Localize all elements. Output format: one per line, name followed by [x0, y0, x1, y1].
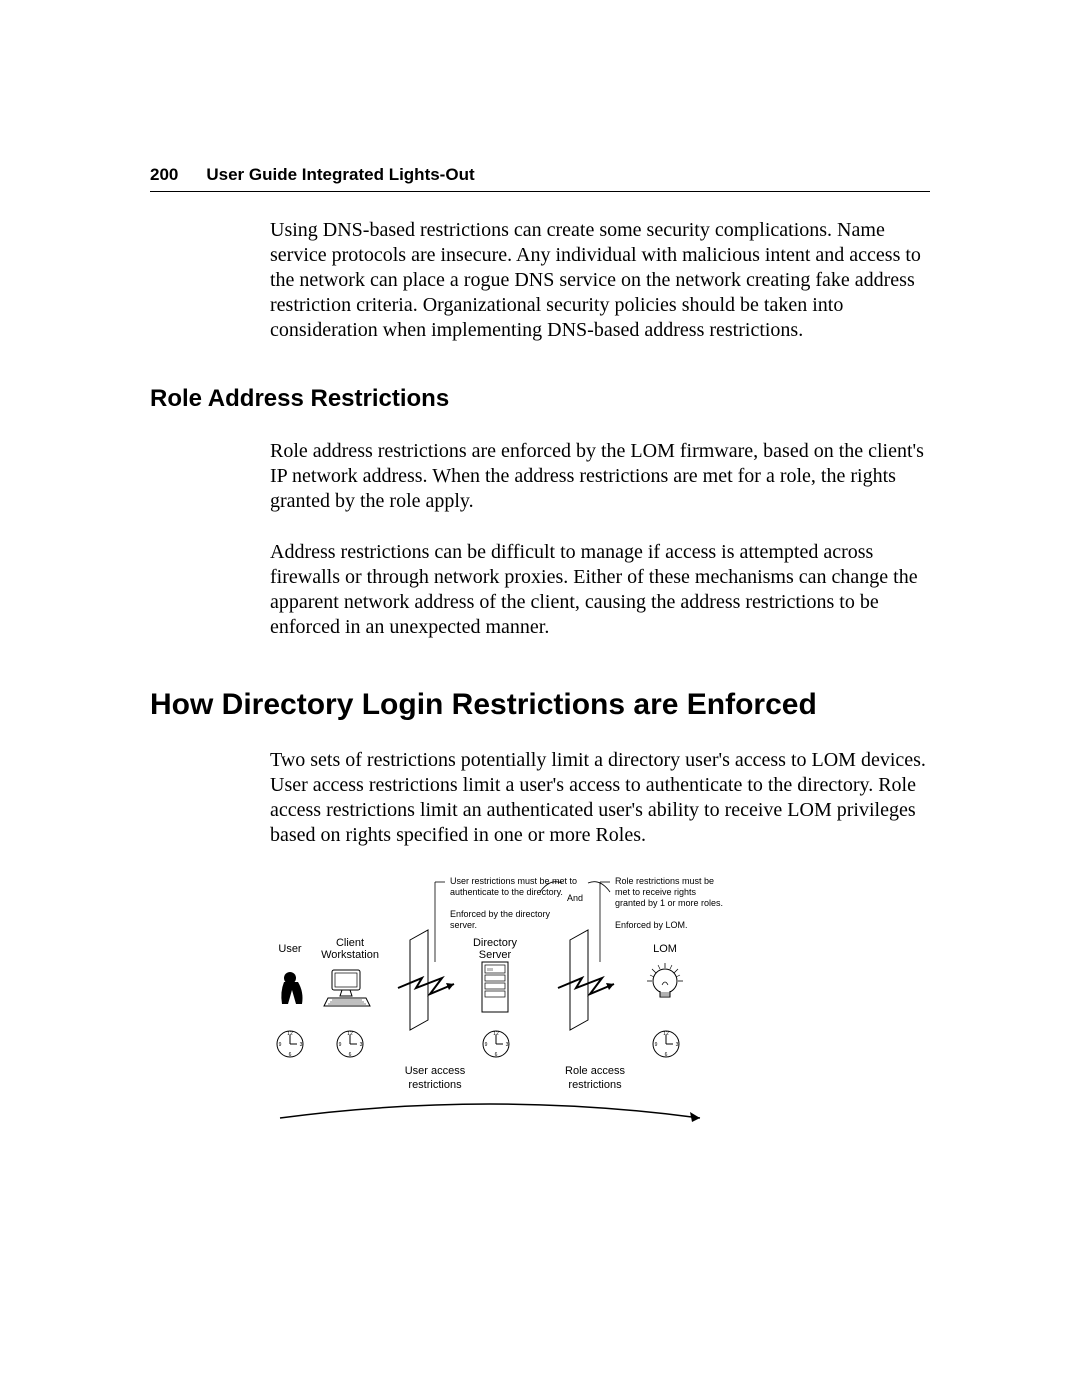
label-user-access1: User access	[405, 1065, 466, 1077]
section1-p1: Role address restrictions are enforced b…	[270, 439, 930, 514]
wall-2	[558, 930, 614, 1030]
section-heading-role-address: Role Address Restrictions	[150, 385, 930, 413]
svg-text:12: 12	[493, 1031, 499, 1037]
section2-p1: Two sets of restrictions potentially lim…	[270, 748, 930, 848]
label-user: User	[278, 943, 302, 955]
label-ds2: Server	[479, 949, 512, 961]
svg-text:12: 12	[663, 1031, 669, 1037]
header-title: User Guide Integrated Lights-Out	[206, 165, 474, 185]
label-ds1: Directory	[473, 937, 518, 949]
wall-1	[398, 930, 454, 1030]
directory-server-icon	[482, 962, 508, 1012]
svg-text:9: 9	[485, 1042, 488, 1048]
svg-text:6: 6	[289, 1052, 292, 1058]
page-header: 200 User Guide Integrated Lights-Out	[150, 165, 930, 185]
label-role-access1: Role access	[565, 1065, 625, 1077]
svg-text:9: 9	[339, 1042, 342, 1048]
svg-text:12: 12	[347, 1031, 353, 1037]
clock-row: 12 3 6 9 12 3 6 9	[277, 1031, 679, 1058]
document-page: 200 User Guide Integrated Lights-Out Usi…	[0, 0, 1080, 1397]
lightbulb-icon	[647, 963, 683, 997]
page-number: 200	[150, 165, 178, 185]
clock-icon: 12 3 6 9	[653, 1031, 679, 1058]
clock-icon: 12 3 6 9	[277, 1031, 303, 1058]
callout-right-line2: met to receive rights	[615, 887, 697, 897]
svg-text:6: 6	[349, 1052, 352, 1058]
label-client1: Client	[336, 937, 364, 949]
svg-text:3: 3	[676, 1042, 679, 1048]
svg-text:12: 12	[287, 1031, 293, 1037]
and-label: And	[567, 893, 583, 903]
callout-left-line2: authenticate to the directory.	[450, 887, 563, 897]
svg-text:9: 9	[279, 1042, 282, 1048]
svg-text:3: 3	[360, 1042, 363, 1048]
callout-left-line1: User restrictions must be met to	[450, 876, 577, 886]
label-lom: LOM	[653, 943, 677, 955]
flow-arrow	[280, 1104, 700, 1122]
label-user-access2: restrictions	[408, 1079, 462, 1091]
workstation-icon	[324, 970, 370, 1006]
callout-left-line4: server.	[450, 920, 477, 930]
label-client2: Workstation	[321, 949, 379, 961]
user-icon	[281, 972, 302, 1004]
callout-left-line3: Enforced by the directory	[450, 909, 551, 919]
svg-text:3: 3	[300, 1042, 303, 1048]
label-role-access2: restrictions	[568, 1079, 622, 1091]
svg-text:9: 9	[655, 1042, 658, 1048]
callout-right-line1: Role restrictions must be	[615, 876, 714, 886]
clock-icon: 12 3 6 9	[337, 1031, 363, 1058]
svg-text:6: 6	[495, 1052, 498, 1058]
callout-right-line3: granted by 1 or more roles.	[615, 898, 723, 908]
svg-text:3: 3	[506, 1042, 509, 1048]
svg-text:6: 6	[665, 1052, 668, 1058]
restrictions-diagram: User restrictions must be met to authent…	[270, 870, 930, 1150]
section1-p2: Address restrictions can be difficult to…	[270, 540, 930, 640]
header-rule	[150, 191, 930, 192]
callout-right-line4: Enforced by LOM.	[615, 920, 688, 930]
section-heading-directory-login: How Directory Login Restrictions are Enf…	[150, 688, 930, 722]
intro-paragraph: Using DNS-based restrictions can create …	[270, 218, 930, 343]
clock-icon: 12 3 6 9	[483, 1031, 509, 1058]
